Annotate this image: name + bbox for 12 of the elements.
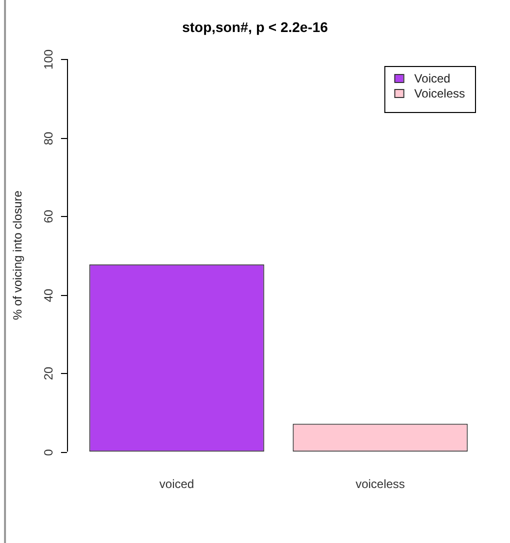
x-tick-label: voiced — [159, 477, 194, 492]
y-tick-label: 100 — [41, 49, 56, 70]
y-tick-label: 80 — [41, 132, 56, 146]
legend-label: Voiceless — [414, 86, 466, 100]
y-tick-label: 60 — [41, 210, 56, 224]
y-tick-label: 0 — [41, 448, 56, 456]
x-tick-label: voiceless — [356, 477, 405, 492]
y-axis-title: % of voicing into closure — [10, 190, 24, 320]
y-tick-label: 40 — [41, 288, 56, 302]
legend-label: Voiced — [414, 71, 450, 86]
chart-title: stop,son#, p < 2.2e-16 — [182, 18, 328, 35]
y-tick-label: 20 — [41, 366, 56, 380]
